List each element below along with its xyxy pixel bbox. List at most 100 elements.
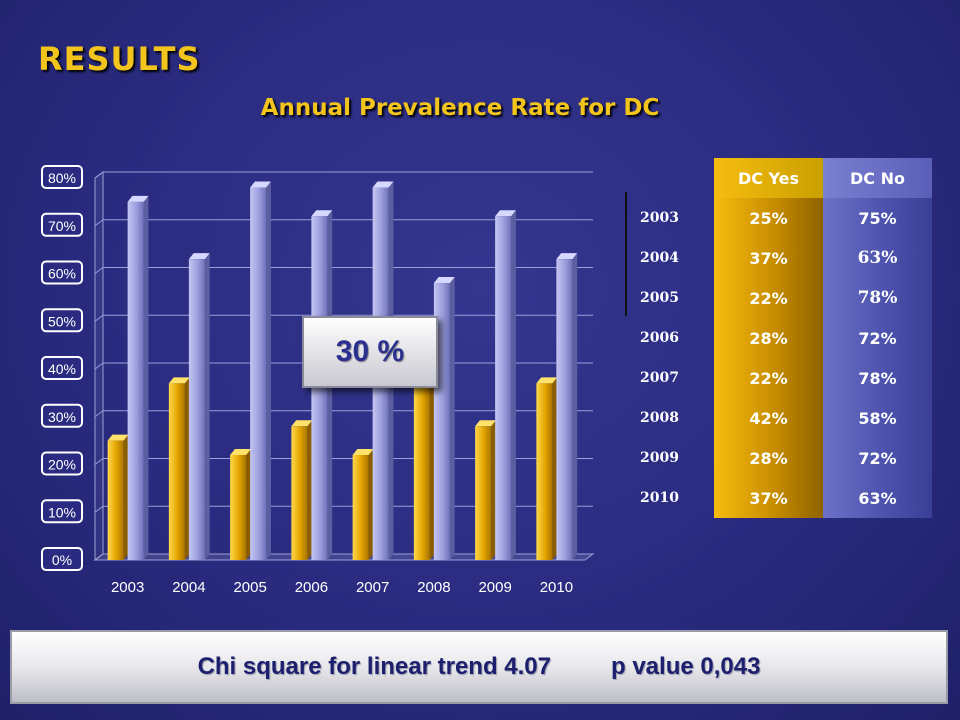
bar-top <box>495 210 516 217</box>
bar-top <box>250 181 271 188</box>
x-tick-label: 2006 <box>295 579 328 596</box>
page-title: RESULTS <box>38 40 201 78</box>
bar-front <box>352 454 369 560</box>
bar-side <box>246 448 251 560</box>
year-label: 2003 <box>640 210 679 226</box>
bar-front <box>475 426 492 560</box>
cell-dc-yes: 22% <box>714 358 823 398</box>
y-tick-box <box>41 547 83 571</box>
y-tick-label: 10% <box>48 504 76 520</box>
bar-side <box>491 420 496 560</box>
year-label: 2009 <box>640 450 679 466</box>
p-value-label: p value 0,043 <box>611 653 761 680</box>
bar-front <box>291 426 308 560</box>
bar-dc-no <box>188 253 210 561</box>
header-dc-yes: DC Yes <box>714 158 823 198</box>
year-label: 2007 <box>640 370 679 386</box>
bar-side <box>266 181 271 561</box>
x-tick-label: 2009 <box>478 579 511 596</box>
table-row: 37% 63% <box>714 238 932 278</box>
cell-dc-no: 78% <box>823 278 932 318</box>
bar-top <box>107 434 129 441</box>
cell-dc-yes: 28% <box>714 438 823 478</box>
bar-top <box>352 448 374 455</box>
table-header-row: DC Yes DC No <box>714 158 932 198</box>
cell-dc-no: 72% <box>823 438 932 478</box>
cell-dc-yes: 42% <box>714 398 823 438</box>
cell-dc-no: 75% <box>823 198 932 238</box>
divider-line <box>625 192 627 316</box>
x-tick-label: 2005 <box>233 579 266 596</box>
bar-side <box>552 377 558 560</box>
bar-side <box>511 210 516 560</box>
gridline-diagonal <box>94 410 104 418</box>
cell-dc-yes: 28% <box>714 318 823 358</box>
y-tick-box <box>41 499 83 524</box>
gridline-diagonal <box>94 362 104 370</box>
bar-side <box>307 420 313 560</box>
bar-dc-no <box>250 181 271 561</box>
year-label: 2004 <box>640 250 679 266</box>
y-tick-box <box>41 260 83 285</box>
bar-top <box>433 277 455 284</box>
bar-top <box>556 253 578 260</box>
bar-dc-no <box>556 253 578 561</box>
bar-top <box>291 420 313 427</box>
y-tick-box <box>41 451 83 476</box>
gridline-diagonal <box>94 458 104 465</box>
bar-front <box>168 383 185 560</box>
bar-dc-yes <box>352 448 374 560</box>
cell-dc-no: 63% <box>823 478 932 518</box>
y-tick-label: 20% <box>48 457 76 473</box>
bar-dc-yes <box>230 448 251 560</box>
bar-front <box>536 383 553 560</box>
gridline-diagonal <box>94 219 104 227</box>
year-label: 2010 <box>640 490 679 506</box>
x-tick-label: 2008 <box>417 579 450 596</box>
year-label: 2006 <box>640 330 679 346</box>
bar-side <box>368 448 374 560</box>
gridline-diagonal <box>94 553 104 561</box>
bar-dc-yes <box>291 420 313 560</box>
bar-top <box>168 377 190 384</box>
x-tick-label: 2004 <box>172 579 205 596</box>
bar-top <box>475 420 496 427</box>
bar-side <box>123 434 129 560</box>
cell-dc-yes: 25% <box>714 198 823 238</box>
bar-top <box>230 448 251 455</box>
table-row: 25% 75% <box>714 198 932 238</box>
bar-dc-yes <box>413 353 435 560</box>
year-column: 2003 2004 2005 2006 2007 2008 2009 2010 <box>640 198 700 518</box>
y-tick-label: 30% <box>48 409 76 425</box>
bar-front <box>188 259 205 560</box>
cell-dc-yes: 22% <box>714 278 823 318</box>
table-row: 28% 72% <box>714 438 932 478</box>
bar-front <box>556 259 573 560</box>
y-tick-box <box>41 165 83 189</box>
cell-dc-yes: 37% <box>714 478 823 518</box>
bar-side <box>449 277 455 560</box>
cell-dc-no: 78% <box>823 358 932 398</box>
bar-top <box>127 195 149 202</box>
y-tick-label: 50% <box>48 313 76 329</box>
bar-front <box>230 454 247 560</box>
bar-side <box>184 377 190 560</box>
header-dc-no: DC No <box>823 158 932 198</box>
bar-front <box>250 187 267 561</box>
cell-dc-no: 63% <box>823 238 932 278</box>
gridline-diagonal <box>94 171 104 179</box>
y-tick-label: 70% <box>48 218 76 234</box>
bar-front <box>311 216 328 560</box>
bar-front <box>413 359 430 560</box>
bar-top <box>536 377 558 384</box>
prevalence-table: DC Yes DC No 25% 75% 37% 63% 22% 78% 28%… <box>714 158 932 518</box>
y-tick-box <box>41 356 83 380</box>
table-row: 42% 58% <box>714 398 932 438</box>
bar-front <box>107 440 124 560</box>
average-callout: 30 % <box>302 316 438 388</box>
bar-dc-yes <box>168 377 190 560</box>
y-tick-box <box>41 212 83 237</box>
gridline-diagonal <box>94 505 104 513</box>
table-row: 37% 63% <box>714 478 932 518</box>
gridline-diagonal <box>94 267 104 274</box>
